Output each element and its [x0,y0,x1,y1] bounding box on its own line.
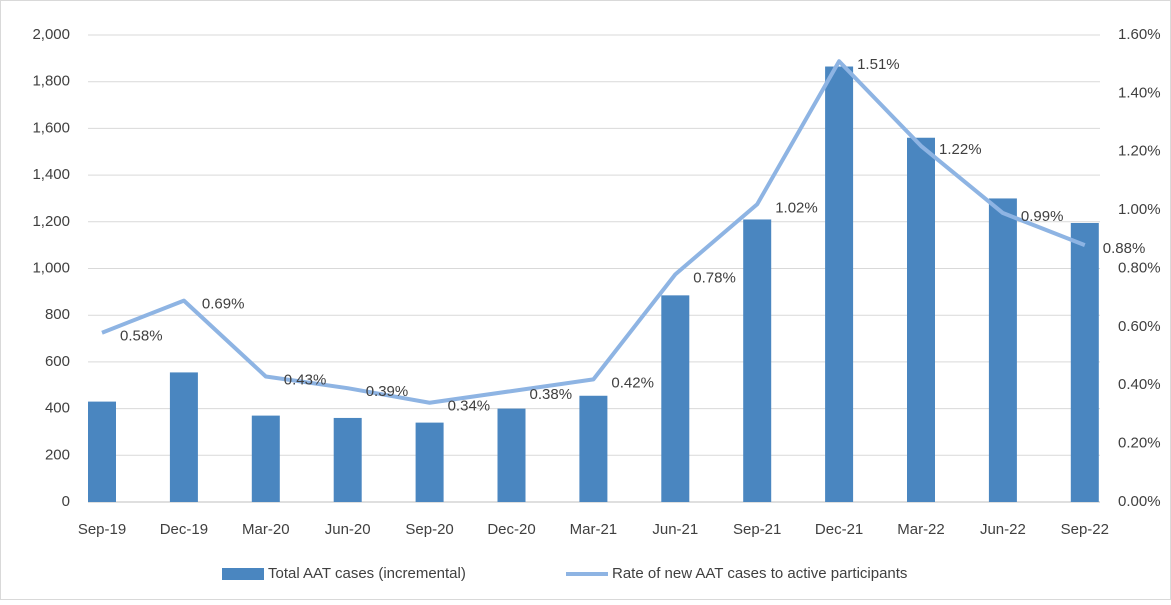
bar [169,372,198,502]
legend-label: Total AAT cases (incremental) [268,565,466,582]
y-tick-label: 800 [45,306,70,323]
x-tick-label: Mar-22 [897,521,945,538]
data-label: 1.22% [939,141,982,158]
y-tick-label: 2,000 [32,26,70,43]
data-label: 0.38% [530,386,573,403]
bar [1070,222,1099,502]
data-label: 1.02% [775,199,818,216]
line [101,59,1086,405]
y2-tick-label: 1.60% [1118,26,1161,43]
y-tick-label: 1,600 [32,119,70,136]
data-label: 0.99% [1021,208,1064,225]
y2-tick-label: 1.00% [1118,201,1161,218]
y2-tick-label: 0.20% [1118,435,1161,452]
x-tick-label: Jun-20 [325,521,371,538]
y2-tick-label: 1.20% [1118,143,1161,160]
y-tick-label: 1,400 [32,166,70,183]
x-tick-label: Sep-22 [1061,521,1109,538]
x-tick-label: Jun-21 [652,521,698,538]
y2-tick-label: 0.60% [1118,318,1161,335]
x-tick-label: Jun-22 [980,521,1026,538]
legend-label: Rate of new AAT cases to active particip… [612,565,907,582]
x-tick-label: Dec-20 [487,521,535,538]
bar [88,401,116,502]
y-tick-label: 0 [62,493,70,510]
legend-swatch [222,568,264,580]
data-label: 0.39% [366,383,409,400]
x-tick-label: Mar-21 [570,521,618,538]
y2-tick-label: 0.40% [1118,376,1161,393]
bar [579,395,608,502]
data-label: 0.43% [284,371,327,388]
bar [497,408,526,502]
bar [415,422,444,502]
bar [907,137,935,503]
bar [251,415,280,502]
y2-tick-label: 0.80% [1118,259,1161,276]
x-tick-label: Mar-20 [242,521,290,538]
bar [988,198,1017,502]
y-tick-label: 1,000 [32,259,70,276]
data-label: 0.42% [611,374,654,391]
x-tick-label: Sep-21 [733,521,781,538]
data-label: 1.51% [857,56,900,73]
bar [743,219,772,502]
y-tick-label: 1,200 [32,213,70,230]
y-tick-label: 1,800 [32,73,70,90]
data-label: 0.58% [120,328,163,345]
data-label: 0.34% [448,398,491,415]
bar [661,295,690,502]
bar [825,66,854,503]
data-label: 0.69% [202,296,245,313]
bar [333,417,362,502]
x-tick-label: Dec-19 [160,521,208,538]
x-tick-label: Sep-19 [78,521,126,538]
data-label: 0.88% [1103,240,1146,257]
y-tick-label: 200 [45,446,70,463]
x-tick-label: Dec-21 [815,521,863,538]
y-tick-label: 400 [45,400,70,417]
x-tick-label: Sep-20 [405,521,453,538]
y2-tick-label: 0.00% [1118,493,1161,510]
y-tick-label: 600 [45,353,70,370]
y2-tick-label: 1.40% [1118,84,1161,101]
data-label: 0.78% [693,269,736,286]
